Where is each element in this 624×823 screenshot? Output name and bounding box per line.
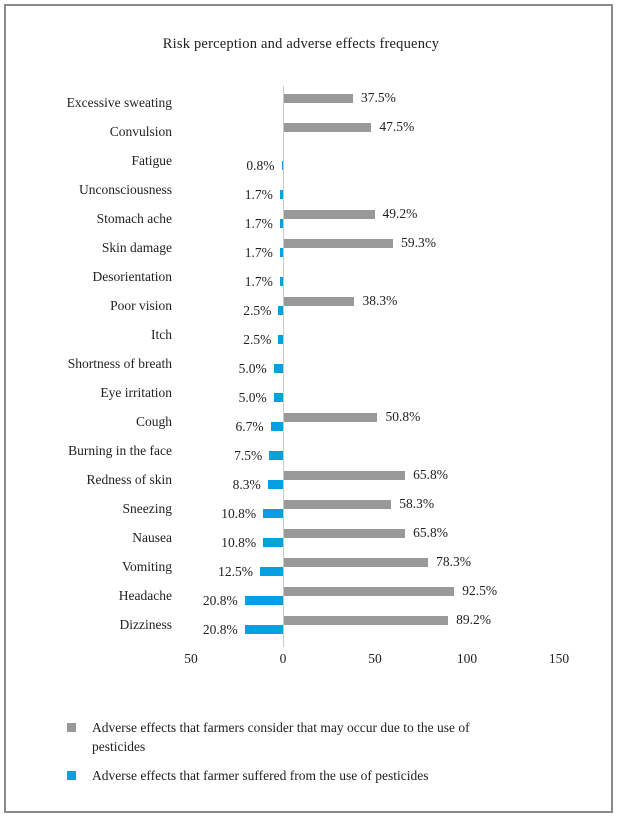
- value-label-suffered: 2.5%: [243, 303, 272, 318]
- value-label-suffered: 10.8%: [221, 535, 257, 550]
- legend-label-perception: Adverse effects that farmers consider th…: [92, 720, 470, 754]
- value-label-suffered: 5.0%: [238, 361, 267, 376]
- bar-suffered: [278, 334, 283, 344]
- category-label: Unconsciousness: [79, 182, 172, 197]
- category-label: Skin damage: [101, 240, 172, 255]
- bar-perception: [284, 528, 406, 538]
- value-label-perception: 78.3%: [436, 554, 471, 569]
- bar-suffered: [281, 160, 283, 170]
- bar-suffered: [269, 450, 283, 460]
- bar-suffered: [263, 537, 283, 547]
- value-label-suffered: 6.7%: [235, 419, 264, 434]
- value-label-perception: 58.3%: [399, 496, 435, 511]
- bar-suffered: [263, 508, 283, 518]
- value-label-perception: 59.3%: [401, 235, 436, 250]
- category-label: Vomiting: [121, 559, 172, 574]
- bar-perception: [284, 209, 375, 219]
- legend-label-suffered: Adverse effects that farmer suffered fro…: [92, 768, 429, 783]
- category-label: Dizziness: [119, 617, 172, 632]
- x-axis-tick-label: 150: [548, 651, 570, 666]
- bar-perception: [284, 122, 372, 132]
- bar-perception: [284, 470, 406, 480]
- value-label-suffered: 1.7%: [244, 245, 273, 260]
- bar-suffered: [279, 247, 283, 257]
- value-label-perception: 65.8%: [413, 467, 448, 482]
- value-label-suffered: 2.5%: [243, 332, 272, 347]
- bar-perception: [284, 412, 378, 422]
- bar-suffered: [260, 566, 283, 576]
- chart-title: Risk perception and adverse effects freq…: [162, 36, 440, 52]
- value-label-perception: 47.5%: [379, 119, 415, 134]
- category-label: Stomach ache: [96, 211, 172, 226]
- value-label-perception: 49.2%: [382, 206, 418, 221]
- bar-suffered: [273, 392, 283, 402]
- bar-suffered: [273, 363, 283, 373]
- category-label: Redness of skin: [86, 472, 173, 487]
- category-label: Desorientation: [92, 269, 172, 284]
- x-axis-tick-label: 50: [368, 651, 382, 666]
- plot-area: Excessive sweating 37.5% Convulsion 47.5% Fa…: [6, 6, 611, 811]
- bar-suffered: [279, 189, 283, 199]
- category-label: Excessive sweating: [66, 95, 172, 110]
- category-label: Convulsion: [109, 124, 172, 139]
- bar-suffered: [279, 218, 283, 228]
- value-label-perception: 65.8%: [413, 525, 448, 540]
- category-label: Headache: [118, 588, 172, 603]
- value-label-perception: 38.3%: [362, 293, 398, 308]
- value-label-suffered: 1.7%: [244, 216, 273, 231]
- category-label: Burning in the face: [68, 443, 172, 458]
- value-label-suffered: 5.0%: [238, 390, 267, 405]
- bar-perception: [284, 296, 355, 306]
- category-label: Shortness of breath: [67, 356, 172, 371]
- bar-suffered: [244, 624, 283, 634]
- value-label-suffered: 20.8%: [202, 622, 238, 637]
- category-label: Nausea: [132, 530, 172, 545]
- legend-swatch-suffered: [67, 771, 76, 780]
- bar-perception: [284, 586, 455, 596]
- x-axis-tick-label: 50: [184, 651, 198, 666]
- bar-suffered: [270, 421, 283, 431]
- value-label-suffered: 12.5%: [218, 564, 253, 579]
- category-label: Cough: [135, 414, 172, 429]
- bar-suffered: [278, 305, 283, 315]
- category-label: Poor vision: [110, 298, 172, 313]
- x-axis-tick-label: 0: [279, 651, 287, 666]
- value-label-perception: 50.8%: [385, 409, 421, 424]
- value-label-perception: 89.2%: [456, 612, 491, 627]
- category-label: Fatigue: [131, 153, 173, 168]
- value-label-suffered: 8.3%: [232, 477, 261, 492]
- bar-perception: [284, 93, 353, 103]
- value-label-suffered: 1.7%: [244, 187, 273, 202]
- category-label: Itch: [151, 327, 172, 342]
- bar-perception: [284, 615, 449, 625]
- bar-suffered: [267, 479, 283, 489]
- bar-perception: [284, 499, 392, 509]
- value-label-suffered: 20.8%: [202, 593, 238, 608]
- legend-swatch-perception: [67, 723, 76, 732]
- category-label: Sneezing: [122, 501, 173, 516]
- value-label-suffered: 10.8%: [221, 506, 257, 521]
- category-label: Eye irritation: [100, 385, 172, 400]
- legend: Adverse effects that farmers consider th…: [6, 6, 611, 811]
- axis-zero-line: [283, 86, 284, 647]
- chart-frame: Risk perception and adverse effects freq…: [4, 4, 613, 813]
- bar-perception: [284, 238, 394, 248]
- value-label-suffered: 7.5%: [234, 448, 263, 463]
- bar-perception: [284, 557, 429, 567]
- bar-suffered: [244, 595, 283, 605]
- x-axis-tick-label: 100: [456, 651, 478, 666]
- bar-suffered: [279, 276, 283, 286]
- value-label-perception: 92.5%: [462, 583, 498, 598]
- value-label-suffered: 1.7%: [244, 274, 273, 289]
- value-label-suffered: 0.8%: [246, 158, 275, 173]
- value-label-perception: 37.5%: [361, 90, 396, 105]
